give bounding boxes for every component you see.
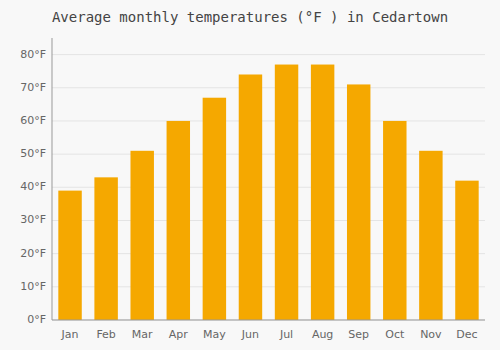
x-tick-label: May: [203, 328, 226, 341]
bar: [239, 74, 262, 320]
chart: Average monthly temperatures (°F ) in Ce…: [0, 0, 500, 350]
grid-line: [52, 120, 485, 121]
bar: [347, 84, 370, 320]
y-axis-line: [52, 38, 53, 320]
x-tick-label: Jun: [241, 328, 259, 341]
y-tick-label: 80°F: [20, 48, 46, 61]
bar: [275, 65, 298, 320]
bar: [167, 121, 190, 320]
y-tick-label: 0°F: [27, 313, 46, 326]
x-tick-label: Mar: [132, 328, 153, 341]
grid-line: [52, 54, 485, 55]
bar: [130, 151, 153, 320]
y-tick-label: 60°F: [20, 114, 46, 127]
x-tick-label: Sep: [348, 328, 369, 341]
y-tick-label: 70°F: [20, 81, 46, 94]
bar: [455, 181, 478, 320]
y-tick-label: 50°F: [20, 147, 46, 160]
x-tick-label: Feb: [96, 328, 115, 341]
bar: [203, 98, 226, 320]
grid-line: [52, 320, 485, 321]
x-tick-label: Oct: [385, 328, 405, 341]
bars: [58, 65, 478, 320]
y-tick-label: 10°F: [20, 280, 46, 293]
y-tick-label: 40°F: [20, 180, 46, 193]
x-tick-label: Jan: [61, 328, 79, 341]
x-tick-label: Apr: [169, 328, 189, 341]
grid-line: [52, 87, 485, 88]
x-tick-label: Aug: [312, 328, 333, 341]
bar: [58, 191, 81, 320]
x-tick-label: Jul: [279, 328, 293, 341]
title: Average monthly temperatures (°F ) in Ce…: [52, 9, 448, 25]
page: {"chart_data": {"type": "bar", "title": …: [0, 0, 500, 350]
x-tick-label: Dec: [456, 328, 477, 341]
bar: [311, 65, 334, 320]
bar: [94, 177, 117, 320]
x-axis-line: [52, 320, 485, 321]
y-tick-label: 30°F: [20, 213, 46, 226]
bar: [419, 151, 442, 320]
x-tick-label: Nov: [420, 328, 442, 341]
grid: [52, 55, 485, 320]
y-tick-label: 20°F: [20, 247, 46, 260]
bar: [383, 121, 406, 320]
